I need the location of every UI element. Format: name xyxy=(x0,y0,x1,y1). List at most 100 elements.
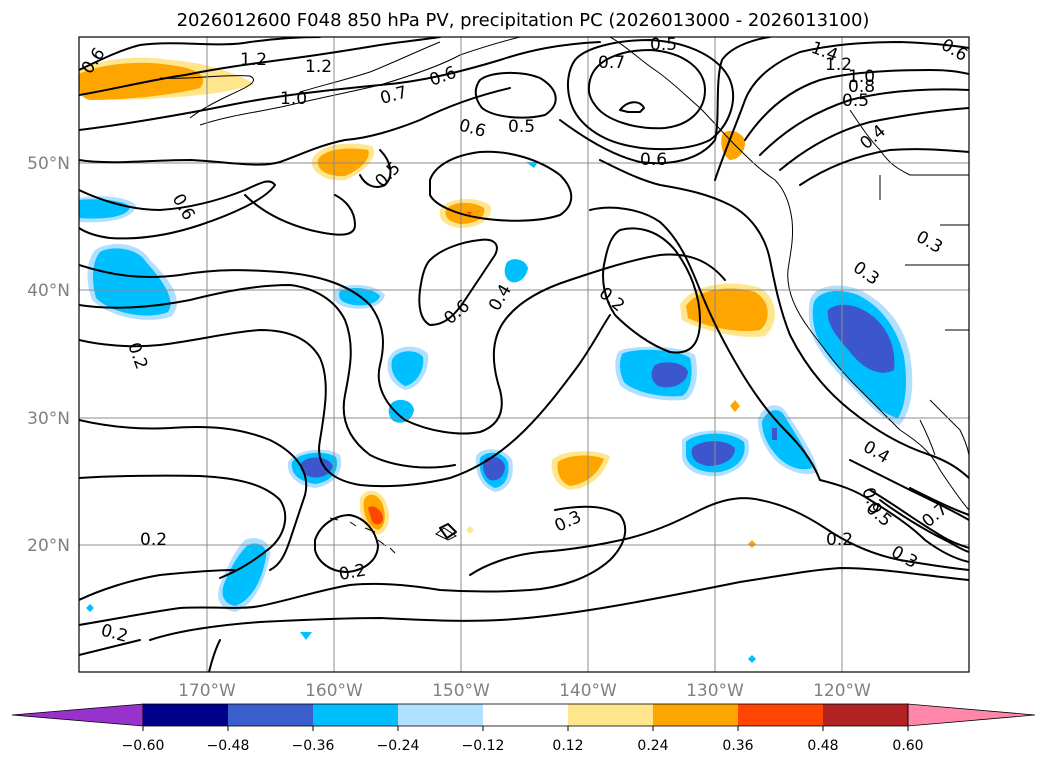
negative-precip-patch xyxy=(651,362,688,388)
colorbar-segment xyxy=(568,704,653,726)
colorbar-segment xyxy=(143,704,228,726)
colorbar-tick-label: 0.60 xyxy=(892,738,923,754)
pv-contour-line xyxy=(314,514,379,573)
longitude-labels: 170°W 160°W 150°W 140°W 130°W 120°W xyxy=(178,681,871,701)
colorbar-frame xyxy=(142,703,909,727)
contour-label: 1.0 xyxy=(280,89,307,109)
colorbar-extend-min xyxy=(11,703,144,727)
negative-precip-patch xyxy=(388,399,414,423)
contour-label: 1.2 xyxy=(240,50,267,70)
pv-contour-line xyxy=(589,206,821,481)
contour-label: 1.0 xyxy=(848,67,875,87)
pv-contour-line xyxy=(619,101,645,113)
pv-contour-line xyxy=(79,180,276,240)
negative-precip-patch xyxy=(504,259,528,283)
pv-contour-line xyxy=(744,69,969,141)
colorbar-tick-label: 0.12 xyxy=(552,738,583,754)
map-panel: 0.6 1.2 1.2 1.0 0.7 0.6 0.6 0.5 0.6 0.7 … xyxy=(78,36,970,673)
negative-precip-patch xyxy=(483,456,505,481)
colorbar-segment xyxy=(823,704,908,726)
colorbar-segment xyxy=(653,704,738,726)
pv-contour-line xyxy=(79,474,287,579)
pv-contour-line xyxy=(79,505,627,626)
negative-precip-patch xyxy=(691,441,735,466)
positive-precip-patch xyxy=(730,400,740,412)
positive-precip-patch xyxy=(686,288,768,332)
colorbar-segment xyxy=(738,704,823,726)
lon-label: 130°W xyxy=(686,681,744,701)
pv-contour-line xyxy=(587,49,706,130)
contour-label: 0.2 xyxy=(140,530,167,550)
pv-contour-line xyxy=(359,149,392,188)
colorbar-tick-label: 0.36 xyxy=(722,738,753,754)
contour-label: 0.8 xyxy=(848,77,875,97)
graticule xyxy=(79,37,969,672)
pv-contour-line xyxy=(799,148,969,186)
contour-label: 0.5 xyxy=(508,117,535,137)
pv-contour-line xyxy=(714,41,969,181)
pv-contour-line xyxy=(474,71,557,119)
lat-label: 20°N xyxy=(27,536,70,556)
pv-contour-line xyxy=(418,238,498,326)
pv-contour-line xyxy=(79,37,321,71)
colorbar-tick-label: −0.24 xyxy=(377,738,420,754)
precipitation-fill-layer xyxy=(79,57,913,663)
pv-contour-line xyxy=(79,253,726,435)
colorbar-tick-label: −0.48 xyxy=(207,738,250,754)
pv-contour-line xyxy=(879,499,969,553)
lat-label: 50°N xyxy=(27,154,70,174)
colorbar-segment xyxy=(313,704,398,726)
colorbar-segment xyxy=(398,704,483,726)
positive-precip-patch xyxy=(317,148,369,177)
colorbar-tick-label: −0.60 xyxy=(122,738,165,754)
latitude-labels: 50°N 40°N 30°N 20°N xyxy=(27,154,70,556)
negative-precip-patch xyxy=(300,457,333,478)
pv-contour-line xyxy=(79,284,456,469)
pv-contour-line xyxy=(79,639,141,656)
pv-contour-line xyxy=(208,639,221,672)
negative-precip-patch xyxy=(92,248,171,316)
negative-precip-patch xyxy=(391,351,424,386)
pv-contour-line xyxy=(559,37,771,165)
positive-precip-patch xyxy=(466,526,474,534)
contour-label: 0.2 xyxy=(826,530,853,550)
contour-label: 1.2 xyxy=(305,57,332,77)
lon-label: 170°W xyxy=(178,681,236,701)
positive-precip-core xyxy=(368,506,384,525)
negative-precip-patch xyxy=(827,304,895,373)
negative-precip-patch xyxy=(772,428,777,440)
pv-contour-line xyxy=(244,194,356,236)
contour-label: 0.2 xyxy=(337,561,367,585)
colorbar-tick-label: −0.36 xyxy=(292,738,335,754)
contour-label: 0.7 xyxy=(598,53,625,73)
positive-precip-patch xyxy=(557,455,604,486)
pv-contour-line xyxy=(759,88,969,156)
pv-contour-line xyxy=(79,41,601,131)
contour-label: 1.2 xyxy=(825,55,852,75)
pv-contour-line xyxy=(779,107,969,171)
pv-contour-line xyxy=(429,150,573,222)
colorbar-segment xyxy=(483,704,568,726)
pv-contour-line xyxy=(79,87,511,166)
pv-contour-line xyxy=(849,459,969,521)
lon-label: 140°W xyxy=(559,681,617,701)
pv-contour-line xyxy=(869,489,969,549)
lon-label: 150°W xyxy=(432,681,490,701)
pv-contour-line xyxy=(79,37,441,96)
lat-label: 30°N xyxy=(27,409,70,429)
pv-contour-line xyxy=(566,39,735,151)
positive-precip-patch xyxy=(445,202,485,224)
colorbar-tick-label: −0.12 xyxy=(462,738,505,754)
colorbar: −0.60 −0.48 −0.36 −0.24 −0.12 0.12 0.24 0.36 0.4… xyxy=(11,703,1036,754)
colorbar-extend-max xyxy=(907,703,1036,727)
pv-contour-line xyxy=(79,314,611,488)
pv-contour-line xyxy=(79,419,308,571)
colorbar-segment xyxy=(228,704,313,726)
negative-precip-patch xyxy=(300,632,312,640)
positive-precip-patch xyxy=(748,540,756,548)
pv-contour-line xyxy=(439,523,457,539)
positive-precip-core xyxy=(466,212,472,215)
positive-precip-patch xyxy=(79,62,204,100)
pv-contour-line xyxy=(79,569,236,601)
colorbar-tick-label: 0.24 xyxy=(637,738,668,754)
